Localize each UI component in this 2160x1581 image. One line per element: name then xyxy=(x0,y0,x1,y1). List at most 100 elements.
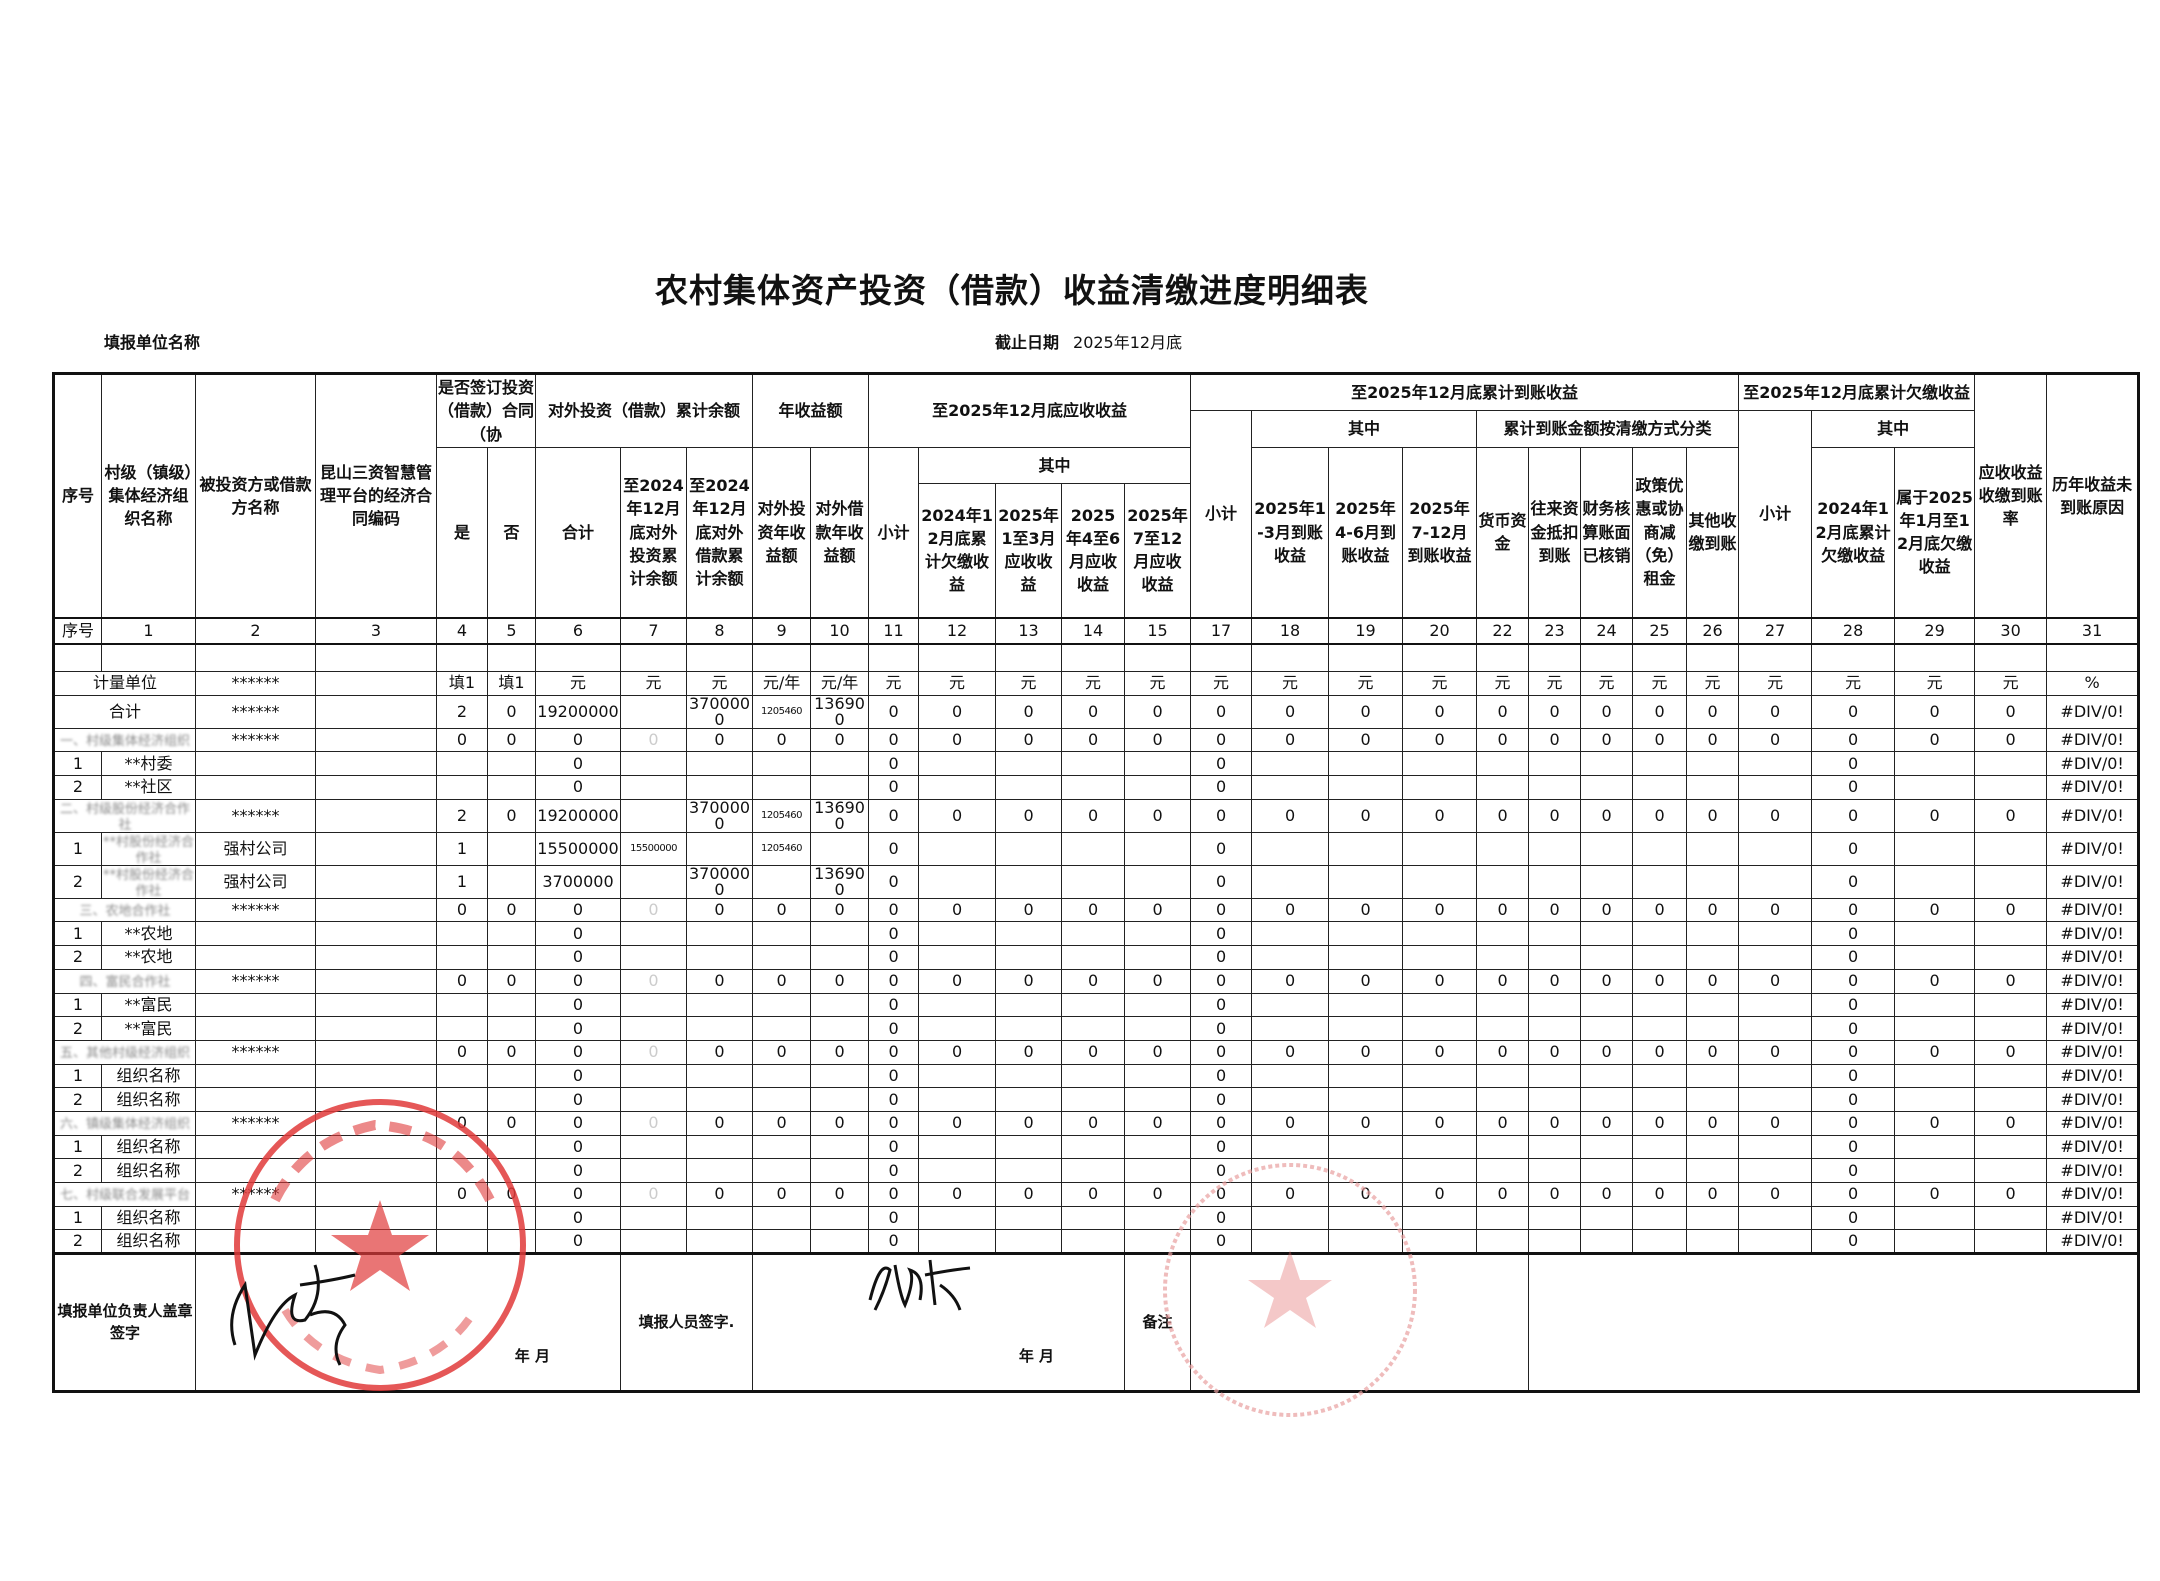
data-cell: 0 xyxy=(1528,727,1582,753)
data-cell xyxy=(1974,1229,2048,1255)
data-cell xyxy=(752,1016,812,1041)
data-cell: 0 xyxy=(1190,727,1253,753)
data-cell xyxy=(315,798,437,833)
data-cell xyxy=(1738,1158,1813,1183)
data-cell xyxy=(195,1016,316,1041)
data-cell: 0 xyxy=(1580,1182,1634,1207)
row-number: 1 xyxy=(53,1205,102,1231)
data-cell xyxy=(620,1158,688,1183)
data-cell: 0 xyxy=(1251,968,1330,994)
data-cell xyxy=(1402,864,1478,899)
data-cell: 0 xyxy=(1738,1039,1813,1065)
data-cell xyxy=(810,921,870,947)
data-cell xyxy=(1476,1134,1530,1160)
data-cell xyxy=(620,1134,688,1160)
data-cell: 0 xyxy=(1974,968,2048,994)
data-cell: #DIV/0! xyxy=(2046,831,2139,866)
data-cell: ****** xyxy=(195,1110,316,1136)
data-cell: 填1 xyxy=(436,671,488,696)
data-cell xyxy=(1632,1158,1688,1183)
data-cell: 0 xyxy=(1811,751,1896,777)
data-cell xyxy=(1580,1087,1634,1112)
data-cell xyxy=(486,945,537,970)
header-other: 其他收缴到账 xyxy=(1686,447,1740,618)
data-cell: 元 xyxy=(1124,671,1192,696)
data-cell xyxy=(1894,1229,1976,1255)
column-number: 15 xyxy=(1124,617,1192,645)
data-cell: 0 xyxy=(1632,727,1688,753)
data-cell xyxy=(918,992,997,1018)
data-cell xyxy=(486,751,537,777)
data-cell xyxy=(436,945,488,970)
data-cell xyxy=(1974,775,2048,800)
header-offset: 往来资金抵扣到账 xyxy=(1528,447,1582,618)
data-cell: 0 xyxy=(1190,694,1253,729)
row-label-text: 一、村级集体经济组织 xyxy=(59,734,190,750)
data-cell xyxy=(1124,1158,1192,1183)
remark-label: 备注 xyxy=(1124,1253,1192,1393)
data-cell xyxy=(686,1063,754,1089)
data-cell xyxy=(1894,1016,1976,1041)
data-cell xyxy=(752,1229,812,1255)
data-cell: 0 xyxy=(1190,798,1253,833)
data-cell xyxy=(2137,968,2139,994)
column-number: 27 xyxy=(1738,617,1813,645)
data-cell xyxy=(1061,864,1126,899)
data-cell xyxy=(315,1110,437,1136)
data-cell: 0 xyxy=(486,897,537,923)
data-cell xyxy=(1251,945,1330,970)
table-row: 五、其他村级经济组织 ****** 0 0 0 0 0 0 0 0 0 0 0 0 0 0 0 0 0 0 0 0 0 0 0 0… xyxy=(53,1039,2139,1065)
deadline: 截止日期 2025年12月底 xyxy=(995,329,1182,353)
data-cell xyxy=(752,945,812,970)
data-cell xyxy=(1124,992,1192,1018)
data-cell xyxy=(1580,1205,1634,1231)
column-number: 2 xyxy=(195,617,316,645)
data-cell xyxy=(1402,1205,1478,1231)
data-cell xyxy=(1686,1229,1740,1255)
data-cell xyxy=(486,1016,537,1041)
table-row: 1 组织名称 0 0 0 0 #DIV/0! xyxy=(53,1134,2139,1160)
data-cell: 0 xyxy=(1251,1039,1330,1065)
data-cell xyxy=(315,921,437,947)
blank-cell xyxy=(810,643,870,672)
data-cell xyxy=(1580,945,1634,970)
header-receivable-group: 至2025年12月底应收收益 xyxy=(868,373,1192,448)
data-cell xyxy=(2137,992,2139,1018)
data-cell: 元 xyxy=(995,671,1063,696)
data-cell xyxy=(686,1158,754,1183)
data-cell xyxy=(1686,921,1740,947)
data-cell xyxy=(1476,751,1530,777)
table-row: 2 **村股份经济合作社 强村公司 1 3700000 3700000 136900 0 0 0 #… xyxy=(53,864,2139,899)
data-cell: ****** xyxy=(195,1182,316,1207)
data-cell: 0 xyxy=(868,1182,920,1207)
data-cell xyxy=(315,1134,437,1160)
data-cell: 0 xyxy=(535,1039,622,1065)
data-cell: 0 xyxy=(1528,798,1582,833)
data-cell xyxy=(1974,1016,2048,1041)
data-cell xyxy=(1894,992,1976,1018)
data-cell xyxy=(2137,727,2139,753)
data-cell xyxy=(1894,831,1976,866)
data-cell xyxy=(1251,775,1330,800)
row-label-text: 二、村级股份经济合作社 xyxy=(59,801,190,833)
data-cell xyxy=(1124,1134,1192,1160)
data-cell: 元 xyxy=(1686,671,1740,696)
data-cell xyxy=(1974,1063,2048,1089)
data-cell xyxy=(620,1087,688,1112)
data-cell: 0 xyxy=(486,1039,537,1065)
data-cell: 强村公司 xyxy=(195,831,316,866)
data-cell: 0 xyxy=(1632,694,1688,729)
data-cell: 0 xyxy=(1974,897,2048,923)
data-cell xyxy=(752,1205,812,1231)
data-cell: #DIV/0! xyxy=(2046,1229,2139,1255)
blank-cell xyxy=(315,643,437,672)
data-cell xyxy=(486,921,537,947)
data-cell: 元 xyxy=(1402,671,1478,696)
data-cell: 0 xyxy=(686,727,754,753)
data-cell xyxy=(1974,1158,2048,1183)
data-cell: 0 xyxy=(868,1110,920,1136)
data-cell xyxy=(1894,751,1976,777)
data-cell: #DIV/0! xyxy=(2046,1134,2139,1160)
data-cell xyxy=(918,1205,997,1231)
data-cell xyxy=(486,1205,537,1231)
